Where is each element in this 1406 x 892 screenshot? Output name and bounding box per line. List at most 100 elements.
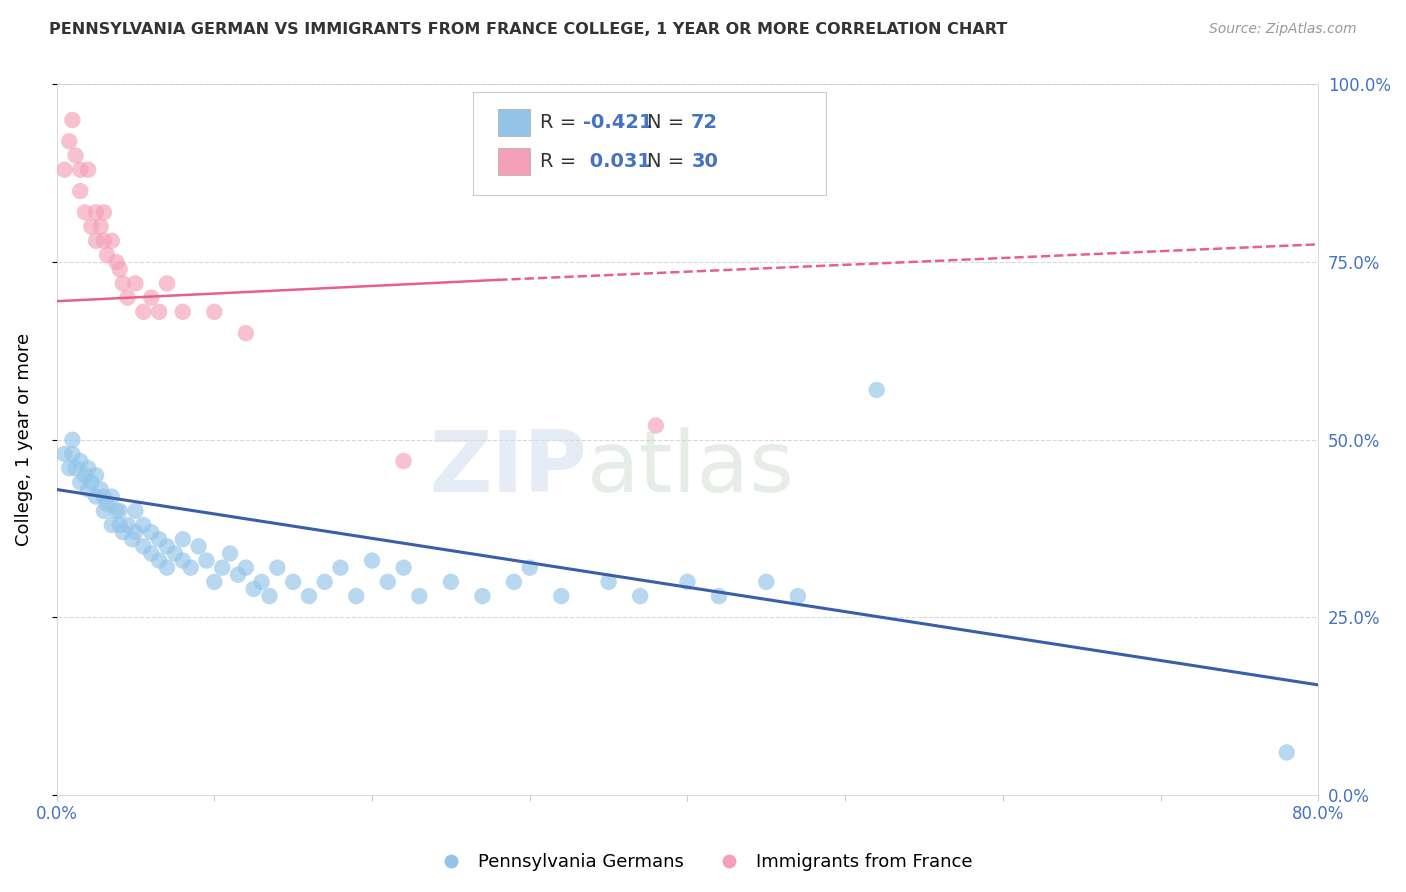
- Point: [361, 553, 384, 567]
- Point: [707, 589, 730, 603]
- Point: [108, 504, 131, 518]
- Point: [84, 468, 107, 483]
- Point: [73, 205, 96, 219]
- Point: [84, 205, 107, 219]
- Point: [73, 468, 96, 483]
- Text: N =: N =: [647, 113, 690, 132]
- Point: [141, 525, 163, 540]
- Text: R =: R =: [540, 152, 582, 170]
- Point: [226, 567, 249, 582]
- Point: [132, 305, 155, 319]
- Point: [1275, 746, 1298, 760]
- Point: [440, 574, 463, 589]
- Text: Source: ZipAtlas.com: Source: ZipAtlas.com: [1209, 22, 1357, 37]
- Text: 72: 72: [692, 113, 718, 132]
- Point: [156, 560, 179, 574]
- Point: [132, 518, 155, 533]
- Point: [77, 483, 100, 497]
- Point: [344, 589, 367, 603]
- Point: [58, 461, 80, 475]
- Point: [101, 490, 124, 504]
- Point: [69, 162, 91, 177]
- Text: -0.421: -0.421: [582, 113, 652, 132]
- Point: [598, 574, 620, 589]
- Point: [105, 504, 128, 518]
- Point: [60, 447, 83, 461]
- Point: [111, 525, 134, 540]
- Point: [124, 504, 146, 518]
- Point: [219, 546, 242, 560]
- Point: [148, 553, 170, 567]
- Point: [121, 533, 143, 547]
- Point: [90, 219, 112, 234]
- Point: [77, 162, 100, 177]
- Point: [377, 574, 399, 589]
- Point: [148, 305, 170, 319]
- Point: [80, 219, 103, 234]
- Text: R =: R =: [540, 113, 582, 132]
- Point: [69, 475, 91, 490]
- Point: [84, 234, 107, 248]
- Point: [111, 277, 134, 291]
- Point: [298, 589, 321, 603]
- Text: PENNSYLVANIA GERMAN VS IMMIGRANTS FROM FRANCE COLLEGE, 1 YEAR OR MORE CORRELATIO: PENNSYLVANIA GERMAN VS IMMIGRANTS FROM F…: [49, 22, 1008, 37]
- Point: [93, 504, 115, 518]
- Point: [96, 497, 118, 511]
- Point: [187, 539, 209, 553]
- Point: [65, 461, 87, 475]
- Point: [235, 326, 257, 340]
- Point: [96, 248, 118, 262]
- Point: [392, 560, 415, 574]
- Point: [172, 305, 194, 319]
- Text: 0.031: 0.031: [582, 152, 651, 170]
- Point: [101, 234, 124, 248]
- Point: [65, 148, 87, 162]
- Text: atlas: atlas: [586, 426, 794, 509]
- Point: [77, 461, 100, 475]
- Point: [156, 539, 179, 553]
- Point: [392, 454, 415, 468]
- Point: [108, 518, 131, 533]
- Point: [69, 454, 91, 468]
- Point: [132, 539, 155, 553]
- Point: [503, 574, 526, 589]
- Point: [202, 305, 225, 319]
- Point: [93, 490, 115, 504]
- Point: [124, 525, 146, 540]
- Point: [259, 589, 281, 603]
- Point: [172, 533, 194, 547]
- Point: [80, 475, 103, 490]
- Point: [195, 553, 218, 567]
- Point: [53, 447, 76, 461]
- Point: [163, 546, 186, 560]
- Point: [69, 184, 91, 198]
- Point: [628, 589, 651, 603]
- Point: [90, 483, 112, 497]
- Point: [60, 433, 83, 447]
- Point: [866, 383, 889, 397]
- Point: [408, 589, 430, 603]
- Point: [235, 560, 257, 574]
- Point: [172, 553, 194, 567]
- Point: [786, 589, 808, 603]
- Text: ZIP: ZIP: [429, 426, 586, 509]
- Point: [101, 518, 124, 533]
- Point: [471, 589, 494, 603]
- Point: [211, 560, 233, 574]
- Point: [141, 546, 163, 560]
- Point: [242, 582, 264, 596]
- Text: N =: N =: [647, 152, 690, 170]
- Point: [84, 490, 107, 504]
- Point: [314, 574, 336, 589]
- Point: [58, 134, 80, 148]
- Text: 30: 30: [692, 152, 718, 170]
- Point: [117, 518, 139, 533]
- Point: [60, 112, 83, 127]
- FancyBboxPatch shape: [472, 92, 827, 194]
- FancyBboxPatch shape: [498, 148, 530, 175]
- Point: [105, 255, 128, 269]
- Point: [645, 418, 668, 433]
- Point: [141, 291, 163, 305]
- Point: [266, 560, 288, 574]
- Point: [550, 589, 572, 603]
